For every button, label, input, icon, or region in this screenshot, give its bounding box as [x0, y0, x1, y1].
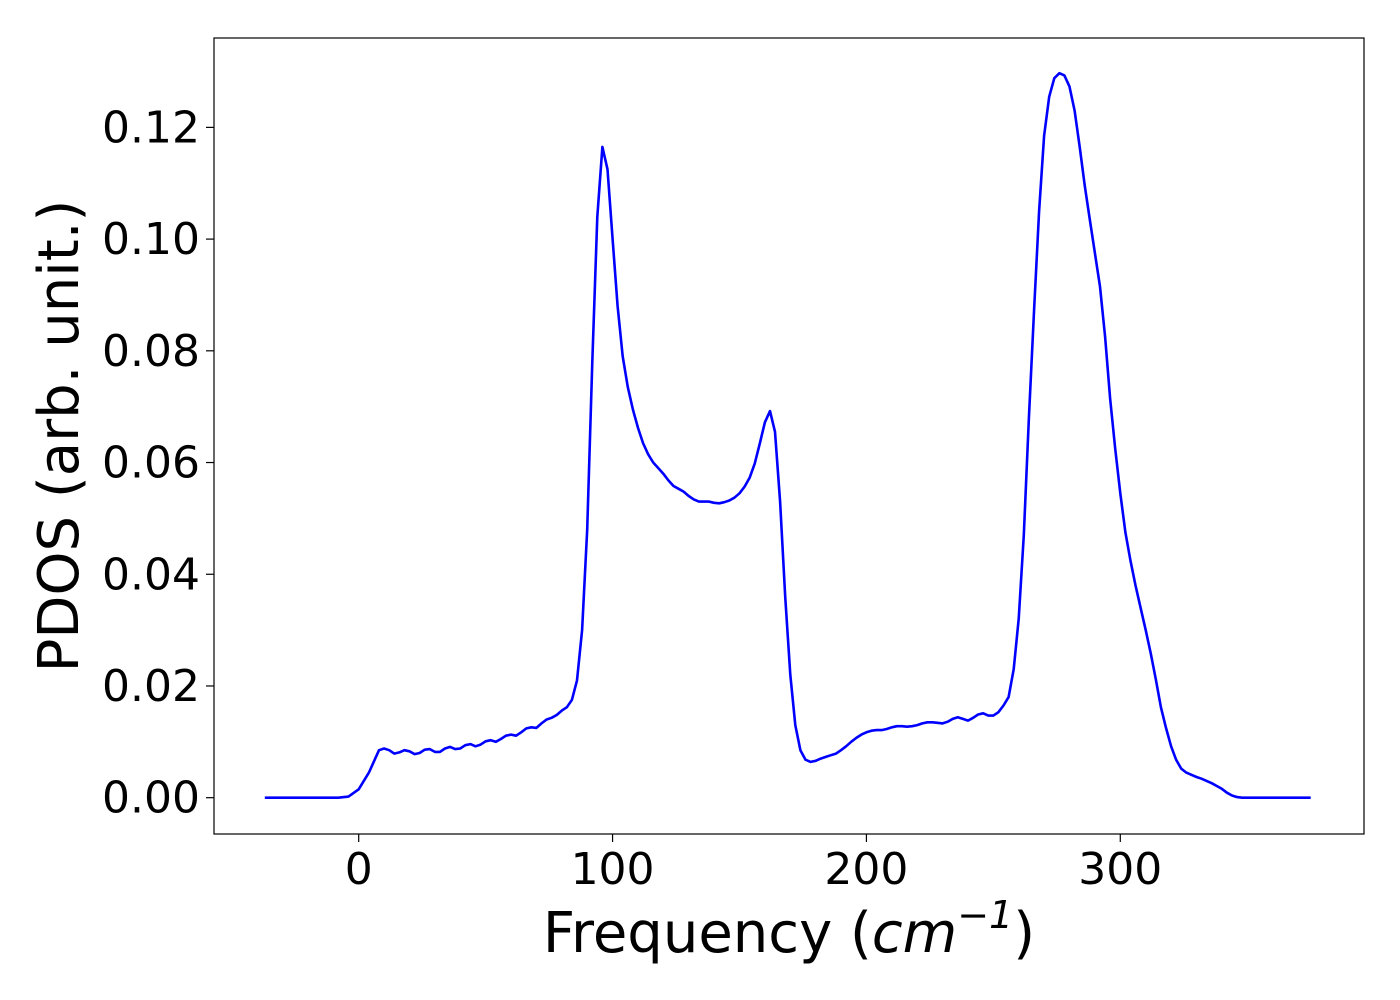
x-tick-label: 200 [824, 844, 908, 895]
x-tick-label: 100 [571, 844, 655, 895]
y-tick-label: 0.06 [102, 438, 200, 489]
x-axis-unit-exponent: −1 [957, 893, 1013, 937]
y-tick-label: 0.02 [102, 661, 200, 712]
plot-frame [213, 37, 1365, 835]
y-tick-label: 0.04 [102, 549, 200, 600]
y-tick-label: 0.10 [102, 214, 200, 265]
y-tick-label: 0.12 [102, 102, 200, 153]
x-tick-label: 0 [345, 844, 373, 895]
y-tick-label: 0.08 [102, 326, 200, 377]
ticks-layer: 0 100 200 300 0.00 0.02 0.04 0.06 0.08 0.10 0.12 [102, 102, 1162, 895]
x-axis-unit-base: cm [872, 901, 957, 966]
pdos-series-line [264, 71, 1311, 799]
y-axis-label: PDOS (arb. unit.) [27, 200, 92, 673]
y-tick-label: 0.00 [102, 773, 200, 824]
x-tick-label: 300 [1078, 844, 1162, 895]
x-axis-label: Frequency (cm−1) [543, 893, 1035, 966]
